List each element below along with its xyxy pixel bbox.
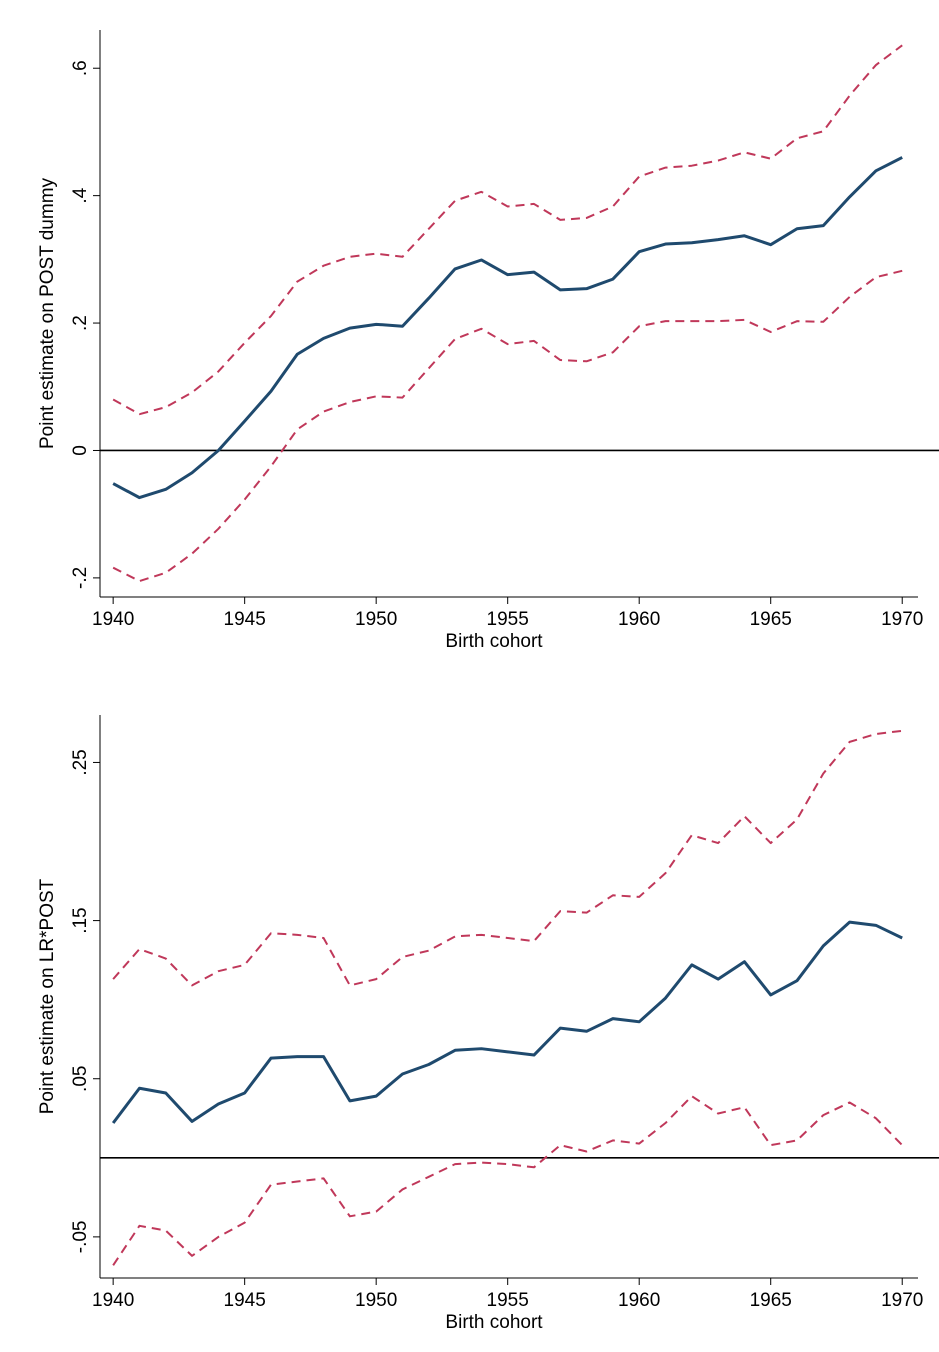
y-tick-label: .2 xyxy=(70,315,91,331)
y-tick-label: -.05 xyxy=(70,1221,91,1254)
y-tick-label: .05 xyxy=(70,1066,91,1092)
x-tick-label: 1965 xyxy=(750,609,792,630)
y-tick-label: .15 xyxy=(70,907,91,933)
x-tick-label: 1970 xyxy=(881,609,923,630)
series-line xyxy=(112,729,903,987)
y-tick-label: -.2 xyxy=(70,567,91,589)
x-tick-label: 1945 xyxy=(224,1290,266,1311)
x-axis-label: Birth cohort xyxy=(445,1312,543,1333)
x-tick-label: 1940 xyxy=(92,1290,134,1311)
series-line xyxy=(112,156,903,500)
x-tick-label: 1955 xyxy=(487,609,529,630)
y-axis-label: Point estimate on POST dummy xyxy=(37,177,58,449)
series-line xyxy=(112,44,903,416)
x-tick-label: 1960 xyxy=(618,1290,660,1311)
x-tick-label: 1950 xyxy=(355,609,397,630)
x-tick-label: 1950 xyxy=(355,1290,397,1311)
x-tick-label: 1960 xyxy=(618,609,660,630)
y-tick-label: .6 xyxy=(70,60,91,76)
x-tick-label: 1955 xyxy=(487,1290,529,1311)
y-tick-label: .4 xyxy=(70,187,91,203)
y-tick-label: .25 xyxy=(70,749,91,775)
x-tick-label: 1945 xyxy=(224,609,266,630)
series-line xyxy=(112,269,903,583)
x-tick-label: 1970 xyxy=(881,1290,923,1311)
x-tick-label: 1965 xyxy=(750,1290,792,1311)
x-tick-label: 1940 xyxy=(92,609,134,630)
y-axis-label: Point estimate on LR*POST xyxy=(37,878,58,1114)
series-line xyxy=(112,1095,903,1266)
y-tick-label: 0 xyxy=(70,445,91,456)
x-axis-label: Birth cohort xyxy=(445,631,543,652)
series-line xyxy=(111,920,903,1124)
